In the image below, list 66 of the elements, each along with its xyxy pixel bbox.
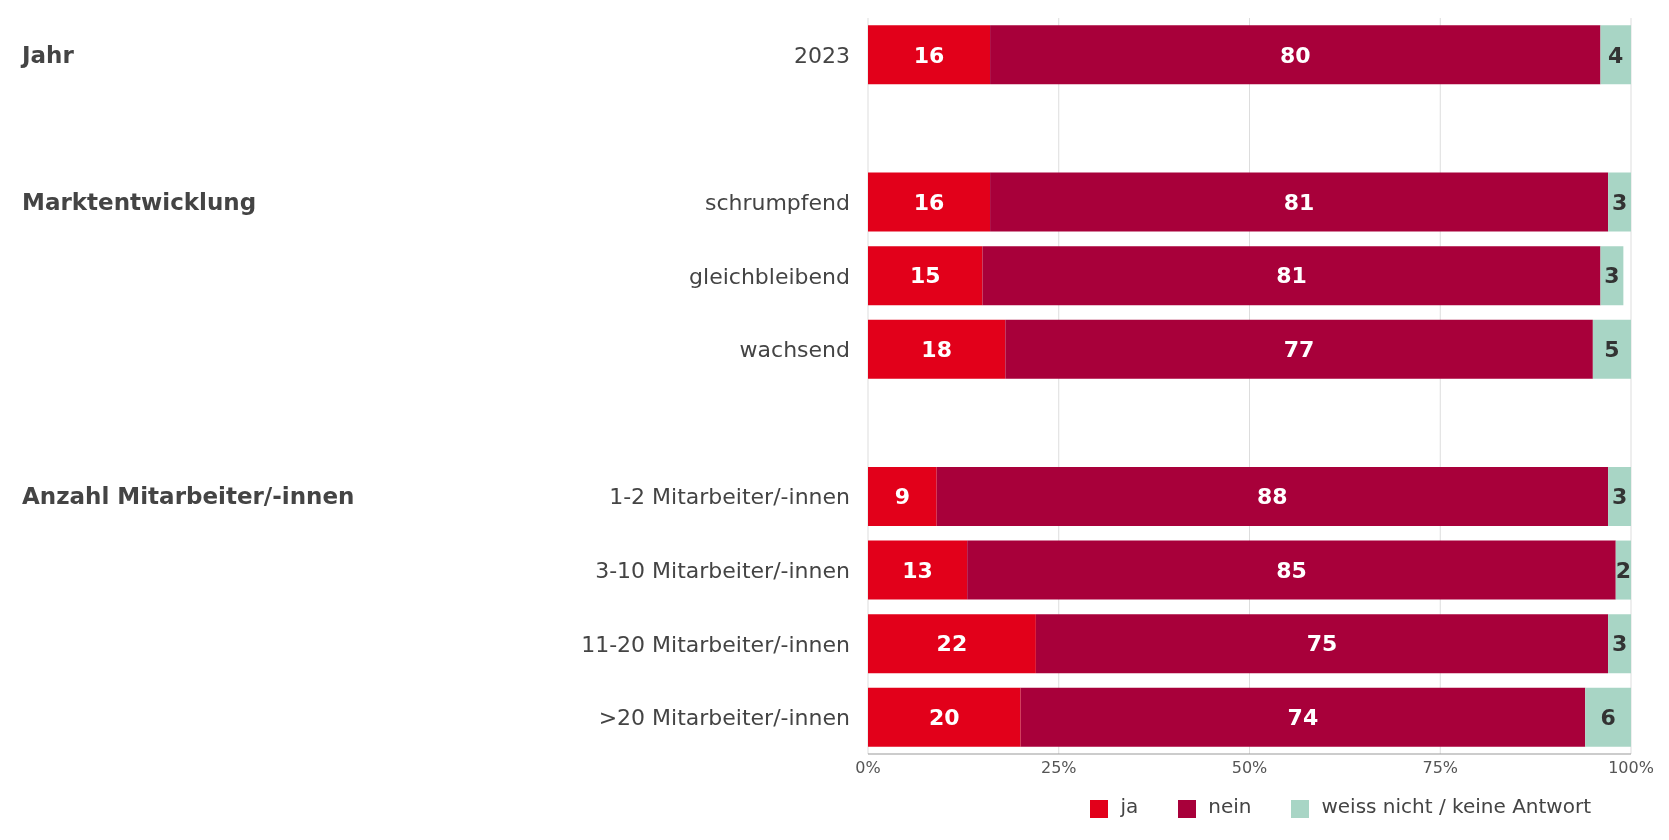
data-label: 3 (1604, 263, 1620, 289)
y-tick-label: 1-2 Mitarbeiter/-innen (609, 484, 850, 510)
data-label: 77 (1283, 337, 1315, 363)
bar (868, 25, 991, 85)
y-tick-label: >20 Mitarbeiter/-innen (598, 705, 850, 731)
bar (1035, 614, 1609, 674)
data-label: 3 (1611, 631, 1628, 657)
data-label: 85 (1276, 557, 1307, 583)
bar (868, 614, 1036, 674)
text: Jahr (20, 41, 75, 68)
y-tick-label: 2023 (794, 42, 850, 68)
legend-label: weiss nicht / keine Antwort (1321, 794, 1591, 818)
data-label: 9 (894, 484, 910, 510)
text: Marktentwicklung (22, 189, 257, 215)
bar (967, 540, 1616, 600)
bar (868, 466, 937, 526)
bar (1005, 319, 1593, 379)
bar (868, 246, 983, 306)
y-tick-label: 3-10 Mitarbeiter/-innen (595, 558, 850, 583)
bar (1600, 246, 1624, 306)
bar (1608, 466, 1631, 526)
y-tick-label: wachsend (739, 337, 850, 363)
data-label: 3 (1611, 484, 1628, 510)
data-label: 22 (936, 631, 968, 657)
data-label: 75 (1306, 631, 1338, 657)
legend-label: ja (1120, 794, 1139, 818)
x-tick-label: 50% (1231, 758, 1268, 778)
y-tick-label: schrumpfend (704, 190, 850, 215)
data-label: 15 (909, 263, 941, 289)
bar (868, 319, 1006, 379)
bar (868, 172, 991, 232)
bar (936, 466, 1609, 526)
y-tick-label: 11-20 Mitarbeiter/-innen (581, 631, 850, 657)
data-label: 81 (1276, 263, 1307, 289)
x-tick-label: 75% (1422, 758, 1459, 778)
bar (1020, 687, 1586, 747)
bar (1592, 319, 1631, 379)
data-label: 6 (1600, 705, 1616, 731)
bar (982, 246, 1601, 306)
data-label: 81 (1283, 189, 1315, 215)
data-label: 2 (1615, 557, 1632, 583)
data-label: 4 (1608, 42, 1624, 68)
bar (1608, 614, 1631, 674)
bar (990, 172, 1609, 232)
data-label: 20 (928, 705, 960, 731)
data-label: 13 (902, 557, 933, 583)
data-label: 3 (1611, 189, 1628, 215)
bar (1600, 25, 1631, 85)
bar (1608, 172, 1631, 232)
text: Anzahl Mitarbeiter/-innen (22, 483, 355, 510)
data-label: 74 (1287, 705, 1319, 731)
data-label: 5 (1604, 337, 1620, 363)
y-tick-label: gleichbleibend (689, 263, 850, 289)
data-label: 88 (1257, 484, 1288, 510)
x-tick-label: 25% (1040, 758, 1077, 778)
data-label: 80 (1279, 42, 1311, 68)
data-label: 18 (921, 337, 952, 363)
data-label: 16 (913, 42, 945, 68)
bar (868, 540, 968, 600)
x-tick-label: 0% (855, 758, 881, 778)
bar (990, 25, 1601, 85)
data-label: 16 (913, 189, 945, 215)
bar (1585, 687, 1631, 747)
x-tick-label: 100% (1608, 758, 1654, 778)
bar (868, 687, 1021, 747)
legend-label: nein (1208, 794, 1252, 818)
